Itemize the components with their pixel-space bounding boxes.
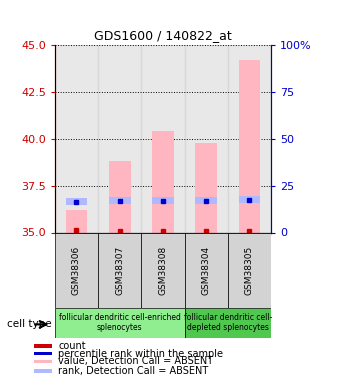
Text: follicular dendritic cell-
depleted splenocytes: follicular dendritic cell- depleted sple… — [184, 313, 272, 332]
Bar — [228, 232, 271, 308]
Bar — [185, 308, 271, 338]
Bar — [185, 45, 228, 232]
Bar — [239, 196, 260, 203]
Text: cell type: cell type — [7, 320, 51, 329]
Bar — [185, 232, 228, 308]
Title: GDS1600 / 140822_at: GDS1600 / 140822_at — [94, 30, 232, 42]
Bar — [109, 197, 130, 204]
Text: rank, Detection Call = ABSENT: rank, Detection Call = ABSENT — [58, 366, 209, 375]
Bar — [34, 344, 52, 348]
Bar — [66, 198, 87, 205]
Bar — [66, 210, 87, 232]
Bar — [98, 45, 141, 232]
Text: GSM38305: GSM38305 — [245, 245, 254, 295]
Bar — [196, 142, 217, 232]
Bar — [141, 232, 185, 308]
Bar — [196, 197, 217, 204]
Text: follicular dendritic cell-enriched
splenocytes: follicular dendritic cell-enriched splen… — [59, 313, 181, 332]
Bar — [141, 45, 185, 232]
Bar — [152, 131, 174, 232]
Bar — [34, 369, 52, 372]
Bar — [239, 60, 260, 232]
Bar — [109, 161, 130, 232]
Text: GSM38308: GSM38308 — [158, 245, 167, 295]
Text: GSM38304: GSM38304 — [202, 246, 211, 295]
Text: GSM38307: GSM38307 — [115, 245, 124, 295]
Text: GSM38306: GSM38306 — [72, 245, 81, 295]
Text: percentile rank within the sample: percentile rank within the sample — [58, 349, 223, 358]
Bar — [55, 45, 98, 232]
Text: count: count — [58, 341, 86, 351]
Bar — [34, 360, 52, 363]
Bar — [55, 232, 98, 308]
Bar — [55, 308, 185, 338]
Bar — [34, 352, 52, 356]
Text: value, Detection Call = ABSENT: value, Detection Call = ABSENT — [58, 357, 213, 366]
Bar — [152, 197, 174, 204]
Bar — [98, 232, 141, 308]
Bar — [228, 45, 271, 232]
